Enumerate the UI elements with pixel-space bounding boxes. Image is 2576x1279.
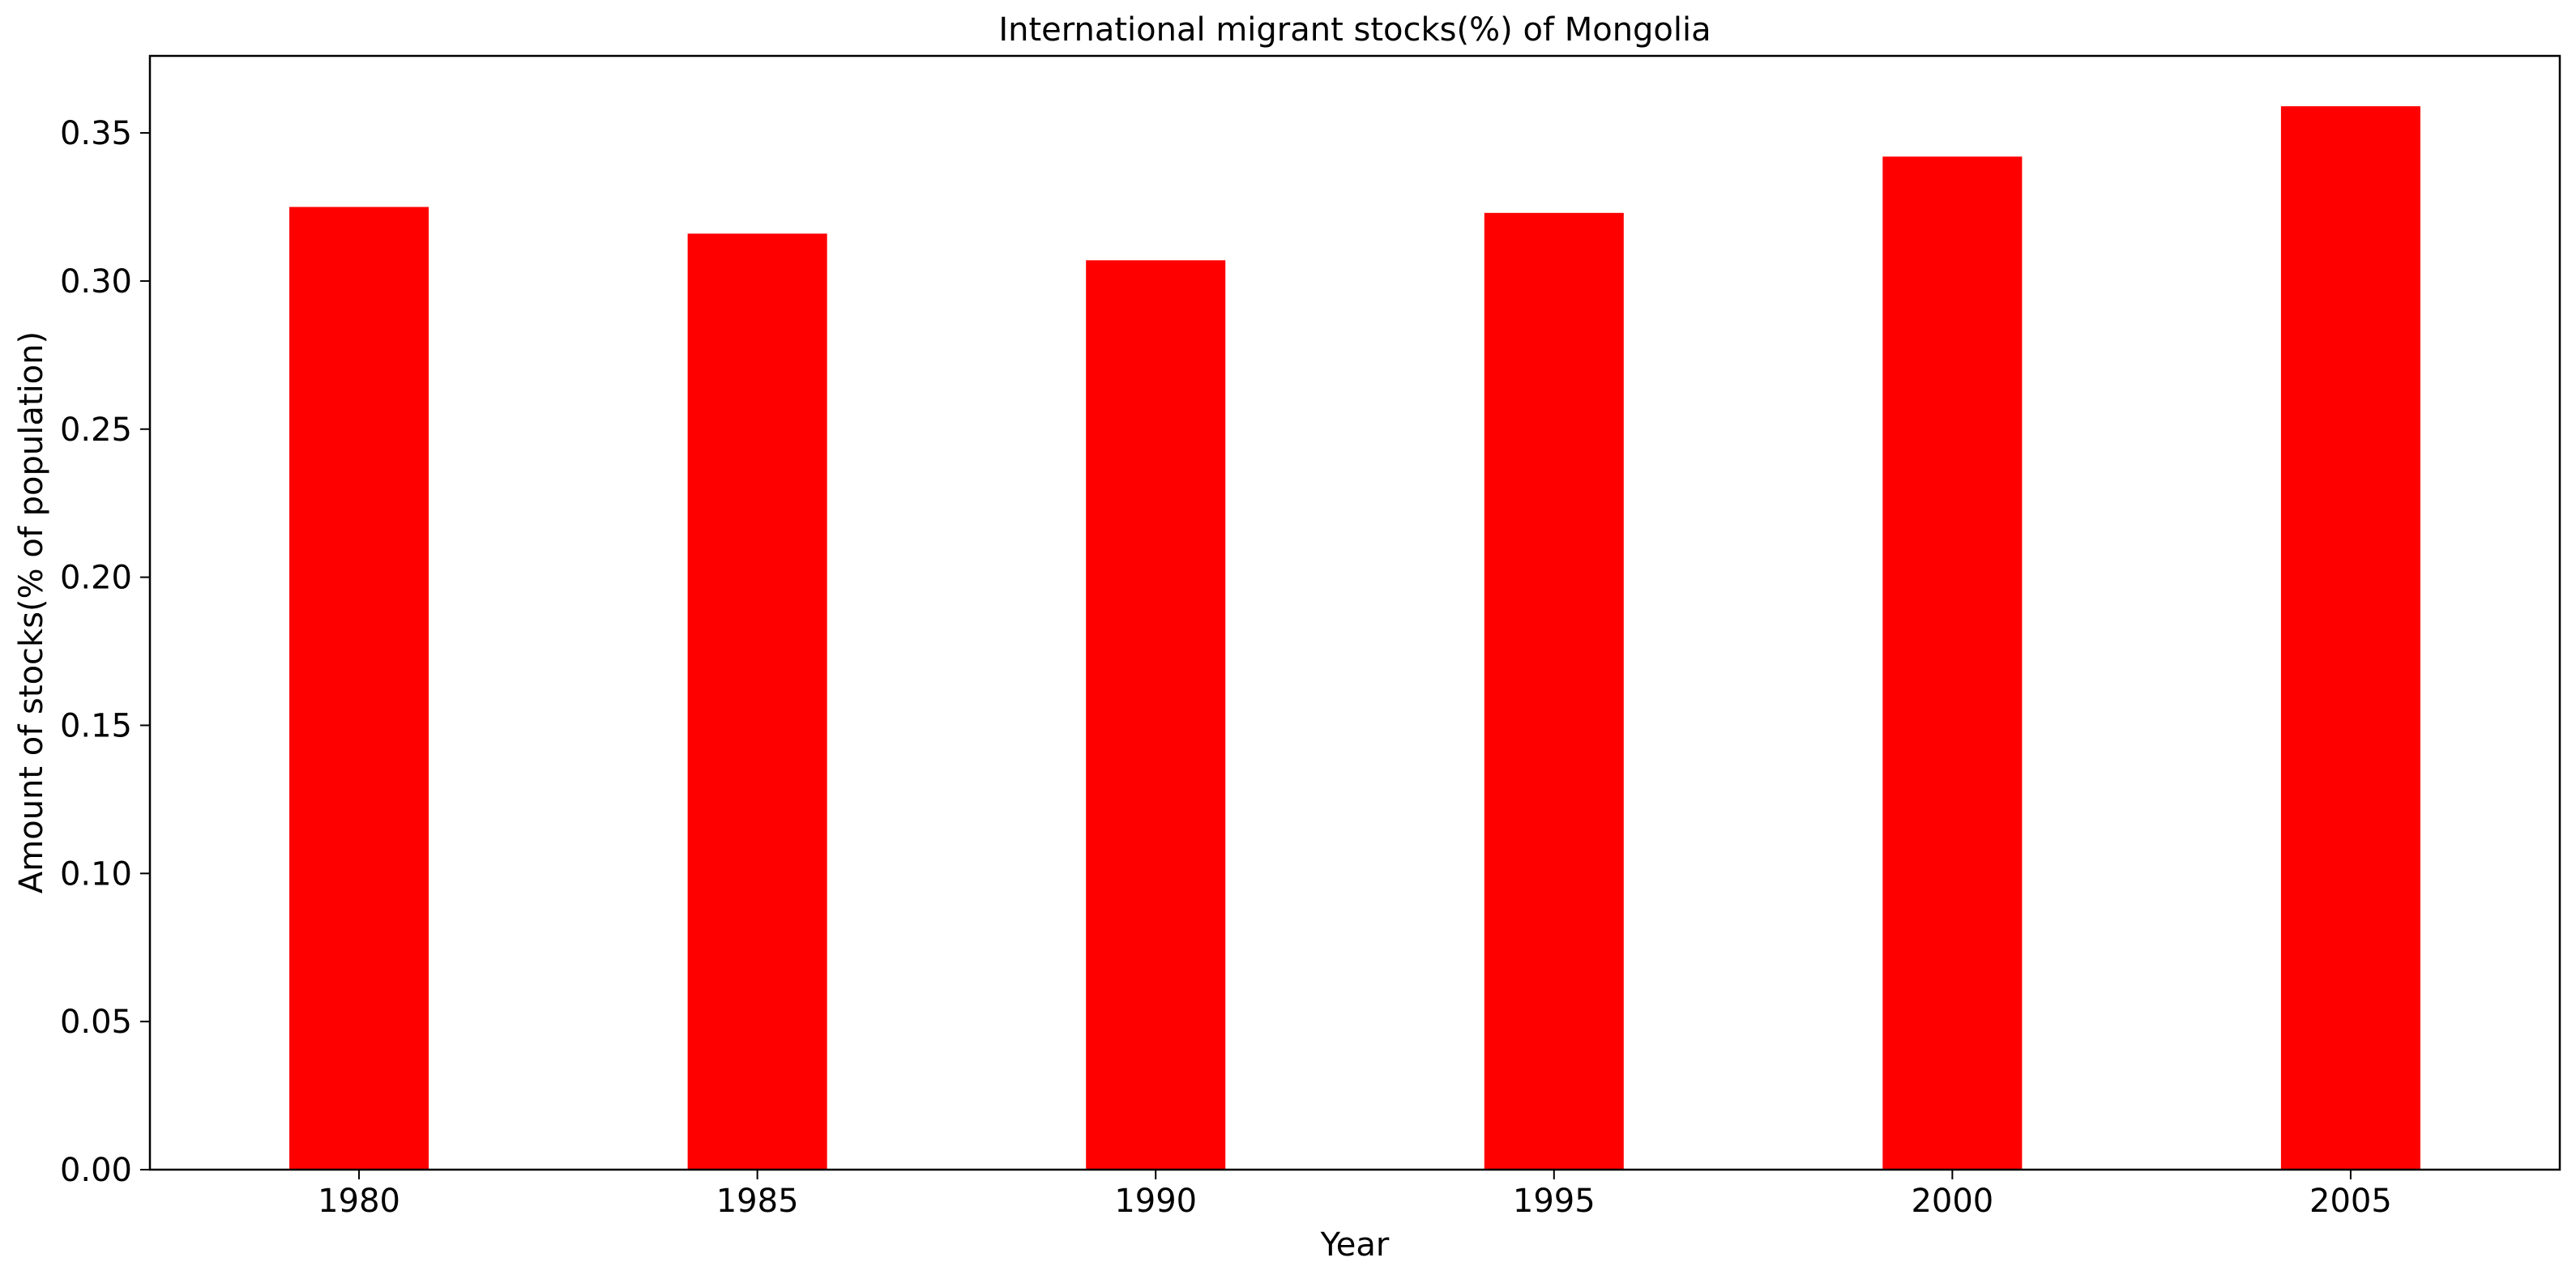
x-tick-label: 1995: [1513, 1183, 1596, 1220]
x-tick-label: 1985: [716, 1183, 799, 1220]
y-tick-label: 0.05: [60, 1004, 132, 1041]
x-axis-label: Year: [1320, 1226, 1390, 1264]
y-tick-label: 0.15: [60, 707, 132, 744]
y-tick-label: 0.10: [60, 855, 132, 893]
bars-group: [289, 106, 2420, 1170]
x-tick-label: 1990: [1114, 1183, 1197, 1220]
bar-2005: [2280, 106, 2420, 1170]
y-axis-label: Amount of stocks(% of population): [13, 331, 50, 893]
y-tick-label: 0.25: [60, 411, 132, 449]
bar-1985: [687, 233, 827, 1170]
y-tick-label: 0.35: [60, 115, 132, 152]
x-axis-ticks: 1980 1985 1990 1995 2000 2005: [318, 1170, 2392, 1220]
x-tick-label: 2000: [1911, 1183, 1993, 1220]
y-tick-label: 0.20: [60, 560, 132, 597]
bar-2000: [1882, 156, 2023, 1170]
chart-title: International migrant stocks(%) of Mongo…: [998, 11, 1711, 49]
bar-1990: [1086, 260, 1226, 1170]
y-axis-ticks: 0.00 0.05 0.10 0.15 0.20 0.25 0.30 0.35: [60, 115, 150, 1189]
x-tick-label: 1980: [318, 1183, 400, 1220]
bar-1995: [1484, 212, 1624, 1170]
x-tick-label: 2005: [2309, 1183, 2392, 1220]
bar-1980: [289, 207, 429, 1170]
plot-frame: [148, 54, 2561, 1171]
y-tick-label: 0.30: [60, 263, 132, 301]
y-tick-label: 0.00: [60, 1152, 132, 1189]
